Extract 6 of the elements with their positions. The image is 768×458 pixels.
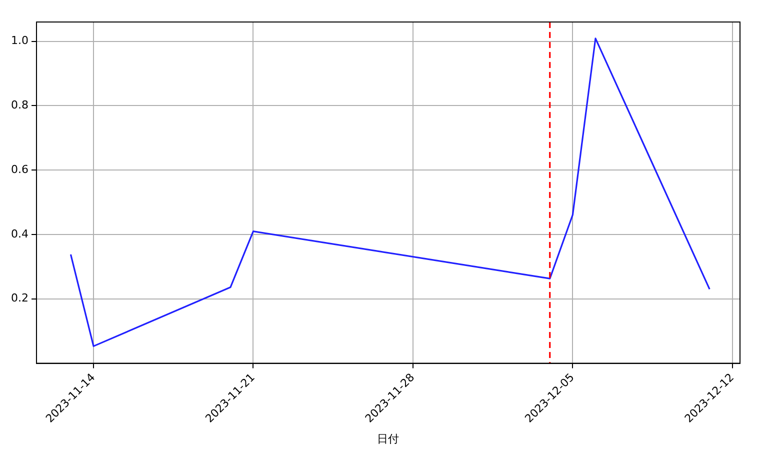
x-axis-title: 日付: [377, 432, 400, 446]
y-tick-label: 1.0: [10, 34, 28, 48]
y-tick-label: 0.6: [10, 162, 28, 176]
y-tick-label: 0.2: [10, 292, 28, 305]
y-tick-label: 0.4: [10, 227, 28, 240]
y-tick-label: 0.8: [10, 98, 28, 112]
